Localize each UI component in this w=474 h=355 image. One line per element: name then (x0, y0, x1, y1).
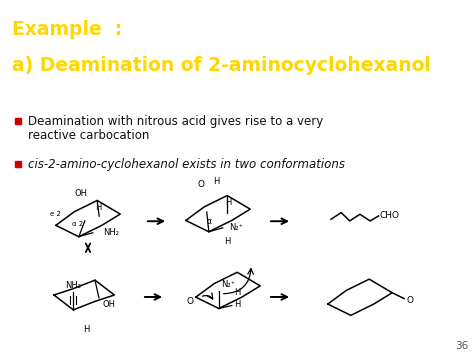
Text: O: O (187, 296, 194, 306)
Text: 36: 36 (455, 341, 468, 351)
Text: N₂⁺: N₂⁺ (221, 280, 235, 289)
Text: O: O (197, 180, 204, 189)
Text: α 2: α 2 (72, 221, 83, 227)
Text: H: H (213, 177, 219, 186)
Text: N₂⁺: N₂⁺ (229, 223, 243, 232)
Text: H: H (234, 288, 240, 297)
Text: α: α (206, 217, 211, 226)
Text: H: H (225, 198, 231, 207)
Text: reactive carbocation: reactive carbocation (28, 129, 149, 142)
Text: OH: OH (74, 189, 87, 198)
Text: H: H (95, 203, 101, 212)
Text: e 2: e 2 (50, 211, 61, 217)
Text: O: O (406, 296, 413, 305)
Text: Deamination with nitrous acid gives rise to a very: Deamination with nitrous acid gives rise… (28, 115, 323, 128)
Text: H: H (234, 300, 240, 309)
Text: H: H (224, 237, 230, 246)
Text: NH₂: NH₂ (103, 228, 119, 237)
Text: H: H (83, 324, 89, 333)
Text: cis-2-amino-cyclohexanol exists in two conformations: cis-2-amino-cyclohexanol exists in two c… (28, 158, 345, 171)
Text: OH: OH (103, 300, 116, 309)
Text: a) Deamination of 2-aminocyclohexanol: a) Deamination of 2-aminocyclohexanol (12, 56, 431, 75)
Text: Example  :: Example : (12, 20, 122, 39)
Text: NH₂: NH₂ (65, 281, 82, 290)
Text: CHO: CHO (380, 212, 400, 220)
